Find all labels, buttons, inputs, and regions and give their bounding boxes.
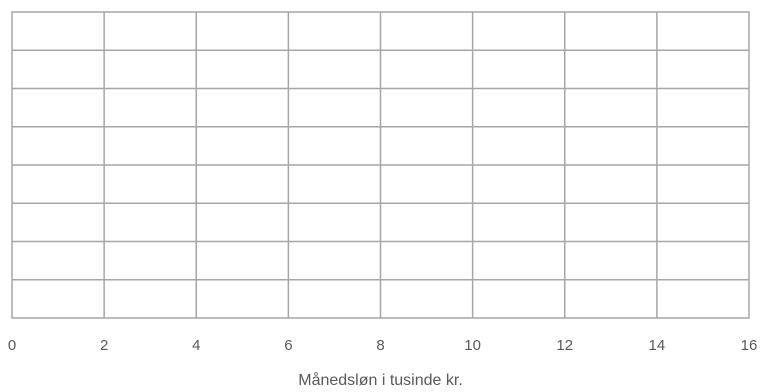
plot-frame: [11, 11, 750, 319]
x-tick-label: 16: [741, 337, 758, 354]
x-tick-label: 8: [376, 337, 384, 354]
x-tick-label: 0: [8, 337, 16, 354]
x-tick-label: 6: [284, 337, 292, 354]
x-tick-label: 12: [556, 337, 573, 354]
x-tick-label: 2: [100, 337, 108, 354]
grid: [12, 12, 749, 318]
x-axis-tick-labels: 0 2 4 6 8 10 12 14 16: [8, 337, 758, 354]
x-tick-label: 4: [192, 337, 200, 354]
x-tick-label: 10: [464, 337, 481, 354]
x-axis-title: Månedsløn i tusinde kr.: [298, 371, 463, 389]
x-tick-label: 14: [649, 337, 666, 354]
